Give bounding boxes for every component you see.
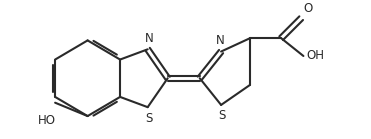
Text: N: N bbox=[216, 34, 224, 47]
Text: O: O bbox=[303, 2, 312, 15]
Text: HO: HO bbox=[38, 114, 56, 127]
Text: N: N bbox=[145, 32, 154, 45]
Text: S: S bbox=[145, 112, 152, 125]
Text: OH: OH bbox=[306, 49, 324, 63]
Text: S: S bbox=[218, 109, 226, 122]
